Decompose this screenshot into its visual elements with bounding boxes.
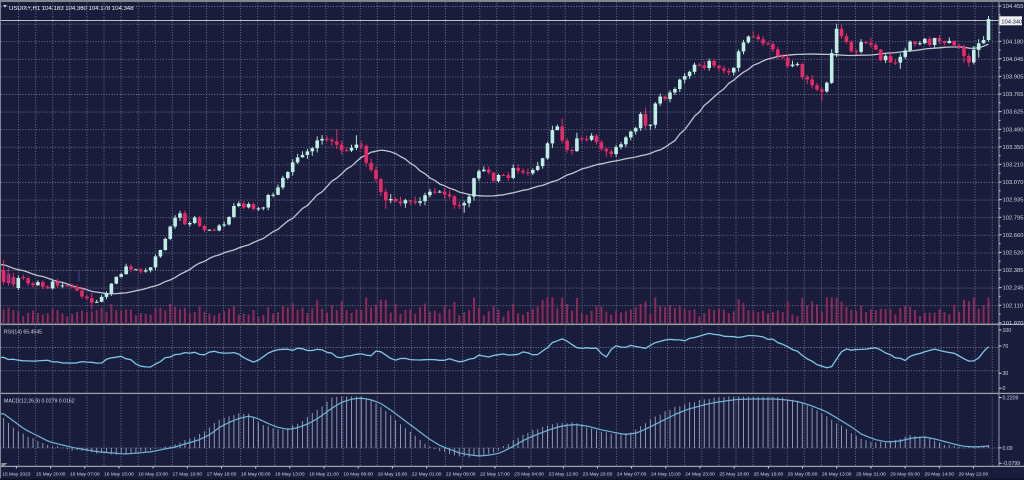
- svg-text:23 May 04:00: 23 May 04:00: [514, 471, 544, 477]
- svg-text:103.070: 103.070: [1003, 180, 1024, 186]
- svg-text:102.520: 102.520: [1003, 251, 1024, 257]
- svg-text:102.110: 102.110: [1003, 303, 1024, 309]
- svg-text:22 May 01:00: 22 May 01:00: [412, 471, 442, 477]
- svg-text:17 May 10:00: 17 May 10:00: [172, 471, 202, 477]
- svg-text:24 May 07:00: 24 May 07:00: [617, 471, 647, 477]
- svg-text:102.935: 102.935: [1003, 198, 1024, 204]
- svg-text:USDIX+,H1 104.183 104.360 104.: USDIX+,H1 104.183 104.360 104.178 104.34…: [9, 6, 134, 12]
- svg-text:26 May 05:00: 26 May 05:00: [788, 471, 818, 477]
- svg-text:70: 70: [1003, 344, 1009, 350]
- svg-text:24 May 15:00: 24 May 15:00: [651, 471, 681, 477]
- svg-text:0: 0: [1003, 386, 1006, 392]
- svg-text:15 May 20:00: 15 May 20:00: [36, 471, 66, 477]
- svg-text:29 May 14:00: 29 May 14:00: [924, 471, 954, 477]
- svg-text:15 May 2023: 15 May 2023: [2, 471, 31, 477]
- svg-text:18 May 05:00: 18 May 05:00: [241, 471, 271, 477]
- svg-text:16 May 15:00: 16 May 15:00: [104, 471, 134, 477]
- svg-text:0.2209: 0.2209: [1003, 395, 1019, 401]
- svg-text:103.490: 103.490: [1003, 127, 1024, 133]
- svg-text:103.210: 103.210: [1003, 163, 1024, 169]
- svg-text:101.970: 101.970: [1003, 321, 1024, 327]
- svg-text:22 May 17:00: 22 May 17:00: [480, 471, 510, 477]
- svg-text:22 May 09:00: 22 May 09:00: [446, 471, 476, 477]
- svg-text:30: 30: [1003, 371, 1009, 377]
- svg-text:23 May 12:00: 23 May 12:00: [548, 471, 578, 477]
- svg-text:103.765: 103.765: [1003, 92, 1024, 98]
- svg-text:104.455: 104.455: [1003, 4, 1024, 10]
- svg-text:18 May 13:00: 18 May 13:00: [275, 471, 305, 477]
- svg-text:16 May 07:00: 16 May 07:00: [70, 471, 100, 477]
- svg-text:RSI(14) 65.4545: RSI(14) 65.4545: [4, 330, 42, 336]
- svg-text:103.625: 103.625: [1003, 110, 1024, 116]
- svg-text:18 May 21:00: 18 May 21:00: [309, 471, 339, 477]
- svg-text:25 May 10:00: 25 May 10:00: [719, 471, 749, 477]
- svg-text:-0.0799: -0.0799: [1003, 461, 1021, 467]
- svg-text:19 May 08:00: 19 May 08:00: [343, 471, 373, 477]
- svg-text:102.660: 102.660: [1003, 233, 1024, 239]
- svg-text:104.045: 104.045: [1003, 57, 1024, 63]
- svg-text:MACD(12,26,9) 0.0279 0.0162: MACD(12,26,9) 0.0279 0.0162: [4, 399, 75, 405]
- svg-text:24 May 23:00: 24 May 23:00: [685, 471, 715, 477]
- svg-text:103.905: 103.905: [1003, 75, 1024, 81]
- svg-text:25 May 18:00: 25 May 18:00: [754, 471, 784, 477]
- svg-text:17 May 18:00: 17 May 18:00: [207, 471, 237, 477]
- svg-text:100: 100: [1003, 328, 1012, 334]
- svg-text:16 May 23:00: 16 May 23:00: [138, 471, 168, 477]
- svg-text:0.00: 0.00: [1003, 446, 1013, 452]
- svg-text:29 May 22:00: 29 May 22:00: [959, 471, 989, 477]
- svg-text:19 May 16:00: 19 May 16:00: [378, 471, 408, 477]
- svg-text:102.795: 102.795: [1003, 215, 1024, 221]
- svg-text:102.385: 102.385: [1003, 268, 1024, 274]
- svg-text:103.350: 103.350: [1003, 145, 1024, 151]
- svg-text:102.245: 102.245: [1003, 286, 1024, 292]
- svg-text:23 May 20:00: 23 May 20:00: [583, 471, 613, 477]
- svg-text:104.340: 104.340: [1001, 19, 1022, 25]
- svg-text:104.180: 104.180: [1003, 39, 1024, 45]
- svg-text:29 May 06:00: 29 May 06:00: [890, 471, 920, 477]
- svg-text:26 May 21:00: 26 May 21:00: [856, 471, 886, 477]
- svg-text:26 May 13:00: 26 May 13:00: [822, 471, 852, 477]
